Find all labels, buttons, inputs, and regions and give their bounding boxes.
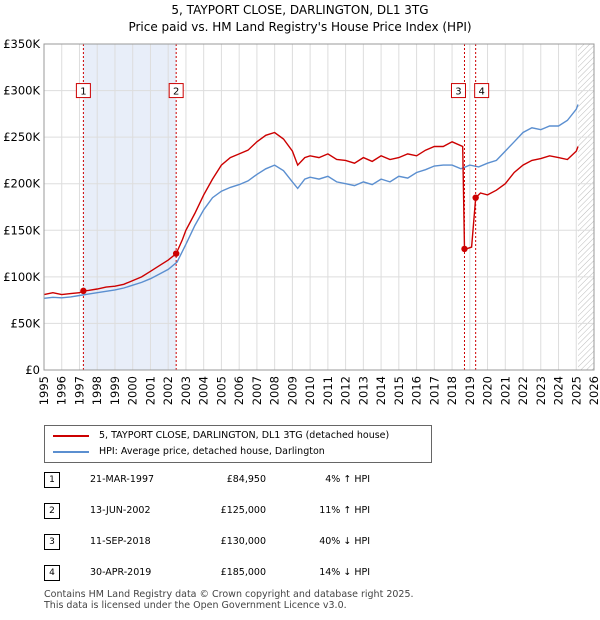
x-tick-label: 2008: [268, 376, 282, 405]
x-tick-label: 2012: [339, 376, 353, 405]
x-tick-label: 2007: [250, 376, 264, 405]
transaction-price: £130,000: [220, 536, 266, 547]
footer-copyright: Contains HM Land Registry data © Crown c…: [44, 589, 414, 600]
transaction-number: 4: [44, 565, 60, 581]
y-tick-label: £50K: [11, 316, 41, 330]
legend-swatch-hpi: [53, 450, 89, 453]
y-tick-label: £100K: [3, 270, 40, 284]
x-tick-label: 1997: [72, 376, 86, 405]
y-tick-label: £0: [25, 363, 40, 377]
sale-point: [80, 287, 87, 295]
x-tick-label: 1995: [37, 376, 51, 405]
x-tick-label: 2025: [569, 376, 583, 405]
x-tick-label: 2006: [232, 376, 246, 405]
y-tick-label: £300K: [3, 84, 40, 98]
property-price-line: [43, 131, 579, 296]
footer: Contains HM Land Registry data © Crown c…: [44, 589, 414, 611]
transaction-price: £185,000: [220, 567, 266, 578]
sale-point: [472, 194, 479, 201]
x-tick-label: 2020: [481, 376, 495, 405]
transaction-date: 21-MAR-1997: [90, 474, 155, 485]
x-tick-label: 2011: [321, 376, 335, 405]
transaction-price: £84,950: [226, 474, 266, 485]
sale-number-label: 3: [455, 87, 461, 98]
legend-item-hpi: HPI: Average price, detached house, Darl…: [53, 445, 325, 459]
x-tick-label: 2003: [179, 376, 193, 405]
x-tick-label: 2023: [534, 376, 548, 405]
x-tick-label: 2004: [197, 376, 211, 405]
legend-swatch-property: [53, 434, 89, 437]
transaction-hpi: 14% ↓ HPI: [319, 567, 370, 578]
legend-label-hpi: HPI: Average price, detached house, Darl…: [99, 446, 325, 457]
x-tick-label: 2009: [285, 376, 299, 405]
x-tick-label: 2016: [410, 376, 424, 405]
sale-point: [461, 245, 468, 253]
x-tick-label: 2000: [126, 376, 140, 405]
transaction-price: £125,000: [220, 505, 266, 516]
legend-label-property: 5, TAYPORT CLOSE, DARLINGTON, DL1 3TG (d…: [99, 430, 390, 441]
transaction-hpi: 4% ↑ HPI: [325, 474, 370, 485]
x-tick-label: 2001: [143, 376, 157, 405]
table-row: 1 21-MAR-1997 £84,950 4% ↑ HPI: [44, 472, 424, 503]
x-tick-label: 2018: [445, 376, 459, 405]
table-row: 2 13-JUN-2002 £125,000 11% ↑ HPI: [44, 503, 424, 534]
x-tick-label: 2017: [427, 376, 441, 405]
x-tick-label: 1999: [108, 376, 122, 405]
chart-subtitle: Price paid vs. HM Land Registry's House …: [128, 20, 472, 34]
transaction-date: 11-SEP-2018: [90, 536, 151, 547]
plot-frame: [43, 43, 595, 371]
sale-point: [172, 250, 180, 257]
sale-number-box: [168, 83, 184, 99]
x-tick-label: 2013: [356, 376, 370, 405]
table-row: 4 30-APR-2019 £185,000 14% ↓ HPI: [44, 565, 424, 596]
y-tick-label: £350K: [3, 37, 40, 51]
transaction-number: 3: [44, 534, 60, 550]
y-tick-label: £200K: [3, 177, 40, 191]
x-tick-label: 2002: [161, 376, 175, 405]
future-hatch: [578, 44, 594, 370]
transaction-date: 13-JUN-2002: [90, 505, 151, 516]
chart-title: 5, TAYPORT CLOSE, DARLINGTON, DL1 3TG: [171, 3, 429, 17]
x-tick-label: 2015: [392, 376, 406, 405]
transaction-number: 1: [44, 472, 60, 488]
transaction-date: 30-APR-2019: [90, 567, 152, 578]
footer-licence: This data is licensed under the Open Gov…: [44, 600, 347, 611]
x-tick-label: 2026: [587, 376, 600, 405]
sale-number-box: [450, 83, 466, 99]
hpi-line: [43, 104, 579, 299]
sale-number-box: [474, 83, 490, 99]
x-tick-label: 2019: [463, 376, 477, 405]
transactions-table: 1 21-MAR-1997 £84,950 4% ↑ HPI 2 13-JUN-…: [44, 472, 424, 596]
y-tick-label: £250K: [3, 130, 40, 144]
transaction-hpi: 11% ↑ HPI: [319, 505, 370, 516]
y-tick-label: £150K: [3, 223, 40, 237]
x-tick-label: 2014: [374, 376, 388, 405]
transaction-number: 2: [44, 503, 60, 519]
table-row: 3 11-SEP-2018 £130,000 40% ↓ HPI: [44, 534, 424, 565]
x-tick-label: 2005: [214, 376, 228, 405]
sale-number-box: [75, 83, 91, 99]
legend-item-property: 5, TAYPORT CLOSE, DARLINGTON, DL1 3TG (d…: [53, 429, 389, 443]
x-tick-label: 2022: [516, 376, 530, 405]
chart-legend: 5, TAYPORT CLOSE, DARLINGTON, DL1 3TG (d…: [44, 425, 432, 463]
x-tick-label: 1996: [55, 376, 69, 405]
x-tick-label: 1998: [90, 376, 104, 405]
sale-number-label: 1: [80, 87, 86, 98]
shaded-period: [83, 44, 177, 370]
sale-number-label: 2: [173, 87, 179, 98]
transaction-hpi: 40% ↓ HPI: [319, 536, 370, 547]
price-chart: 1 2 3 4 £0 £50K £100K £150K £200K £250K £300K £350…: [3, 37, 600, 405]
x-tick-label: 2010: [303, 376, 317, 405]
x-tick-label: 2021: [498, 376, 512, 405]
x-tick-label: 2024: [552, 376, 566, 405]
sale-number-label: 4: [478, 87, 484, 98]
